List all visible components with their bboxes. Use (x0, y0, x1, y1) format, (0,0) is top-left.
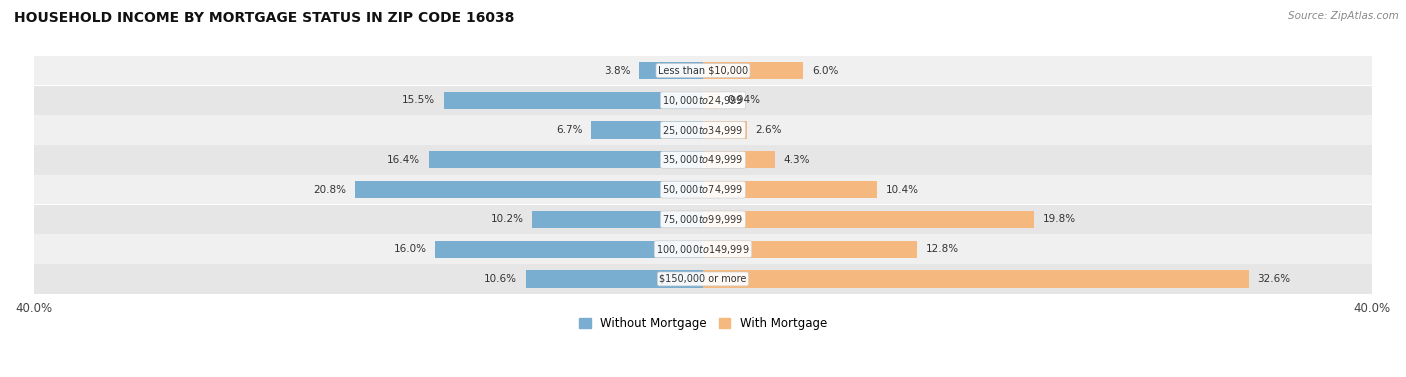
Text: 16.4%: 16.4% (387, 155, 420, 165)
Bar (443, 92, 703, 109)
Bar (533, 211, 703, 228)
Text: 16.0%: 16.0% (394, 244, 427, 254)
Text: $10,000 to $24,999: $10,000 to $24,999 (662, 94, 744, 107)
Text: $100,000 to $149,999: $100,000 to $149,999 (657, 243, 749, 256)
Bar (34, 205, 1372, 234)
Bar (703, 151, 775, 169)
Text: 10.4%: 10.4% (886, 185, 918, 195)
Bar (703, 92, 718, 109)
Text: 32.6%: 32.6% (1257, 274, 1291, 284)
Bar (34, 234, 1372, 264)
Bar (34, 86, 1372, 115)
Bar (703, 181, 877, 198)
Text: $50,000 to $74,999: $50,000 to $74,999 (662, 183, 744, 196)
Text: 10.6%: 10.6% (484, 274, 517, 284)
Text: 3.8%: 3.8% (605, 66, 631, 75)
Text: 12.8%: 12.8% (925, 244, 959, 254)
Text: 20.8%: 20.8% (314, 185, 346, 195)
Text: $35,000 to $49,999: $35,000 to $49,999 (662, 153, 744, 166)
Bar (34, 145, 1372, 175)
Text: Less than $10,000: Less than $10,000 (658, 66, 748, 75)
Bar (703, 211, 1035, 228)
Text: 19.8%: 19.8% (1043, 215, 1076, 224)
Bar (640, 62, 703, 79)
Bar (591, 121, 703, 139)
Text: 4.3%: 4.3% (783, 155, 810, 165)
Bar (429, 151, 703, 169)
Bar (703, 241, 917, 258)
Text: 0.94%: 0.94% (727, 95, 761, 105)
Text: $150,000 or more: $150,000 or more (659, 274, 747, 284)
Bar (703, 62, 803, 79)
Bar (34, 264, 1372, 294)
Bar (354, 181, 703, 198)
Bar (703, 270, 1249, 288)
Text: 10.2%: 10.2% (491, 215, 524, 224)
Text: $75,000 to $99,999: $75,000 to $99,999 (662, 213, 744, 226)
Text: 6.7%: 6.7% (555, 125, 582, 135)
Text: 2.6%: 2.6% (755, 125, 782, 135)
Bar (436, 241, 703, 258)
Bar (34, 56, 1372, 85)
Bar (34, 115, 1372, 145)
Text: Source: ZipAtlas.com: Source: ZipAtlas.com (1288, 11, 1399, 21)
Legend: Without Mortgage, With Mortgage: Without Mortgage, With Mortgage (574, 313, 832, 335)
Text: HOUSEHOLD INCOME BY MORTGAGE STATUS IN ZIP CODE 16038: HOUSEHOLD INCOME BY MORTGAGE STATUS IN Z… (14, 11, 515, 25)
Text: 6.0%: 6.0% (811, 66, 838, 75)
Bar (34, 175, 1372, 204)
Bar (526, 270, 703, 288)
Text: 15.5%: 15.5% (402, 95, 436, 105)
Text: $25,000 to $34,999: $25,000 to $34,999 (662, 124, 744, 136)
Bar (703, 121, 747, 139)
